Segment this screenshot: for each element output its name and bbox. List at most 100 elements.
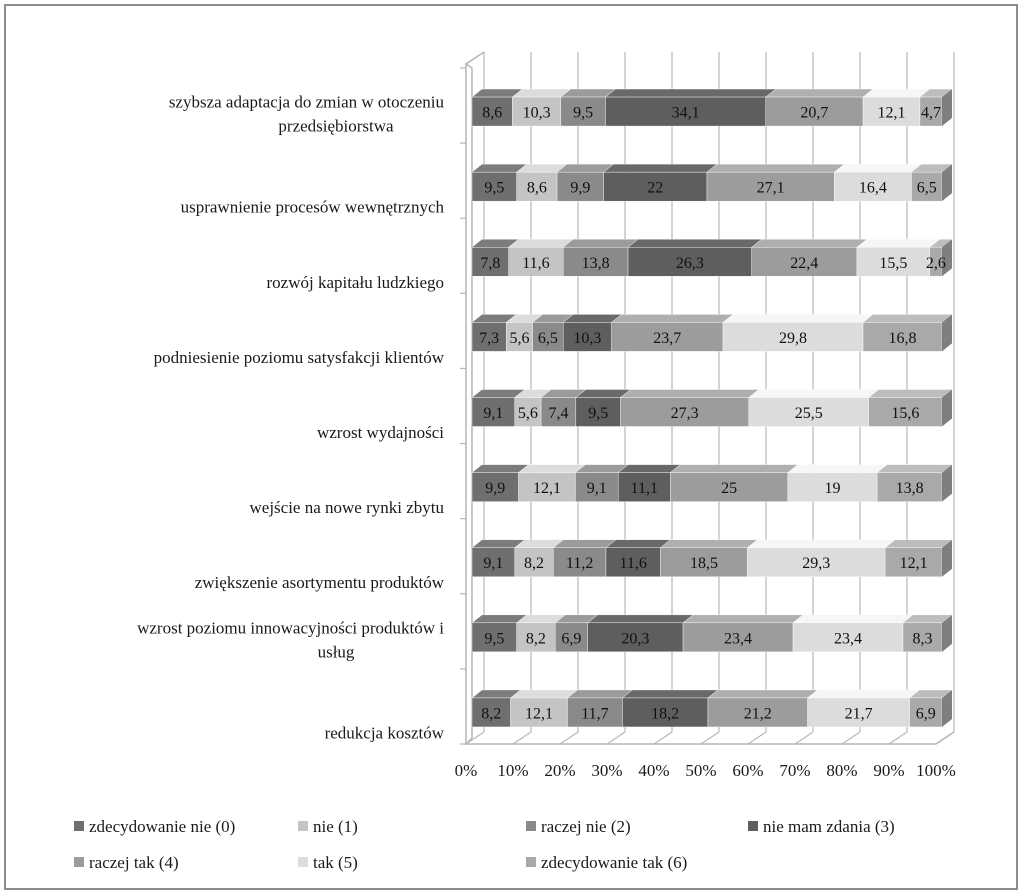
- bar-segment: [471, 689, 522, 728]
- data-label: 6,9: [561, 630, 581, 647]
- bar-segment: [540, 389, 587, 427]
- data-label: 9,5: [573, 105, 593, 122]
- bar-segment: [605, 539, 672, 577]
- bar-segment: [471, 314, 517, 352]
- x-tick-label: 60%: [732, 761, 763, 780]
- legend-swatch: [526, 857, 536, 867]
- data-label: 7,4: [548, 405, 568, 422]
- category-label: wzrost poziomu innowacyjności produktów …: [137, 618, 444, 661]
- bar-segment: [562, 239, 639, 277]
- bar-segment: [562, 314, 623, 352]
- label-layer: 0% 10% 20% 30% 40% 50% 60% 70% 80% 90% 100% 8,6 10,3…: [137, 93, 956, 780]
- bar-segment: [532, 314, 574, 352]
- data-label: 34,1: [672, 105, 700, 122]
- data-label: 23,7: [653, 330, 681, 347]
- legend-label: zdecydowanie tak (6): [541, 853, 687, 872]
- floor-gridline: [559, 731, 579, 745]
- floor-gridline: [465, 731, 485, 745]
- bar-segment: [617, 464, 681, 502]
- data-label: 8,3: [912, 630, 932, 647]
- bar-segment: [807, 689, 921, 728]
- x-tick-label: 0%: [455, 761, 478, 780]
- bar-segment: [862, 88, 931, 127]
- bar-segment: [574, 464, 629, 502]
- bar-segment: [471, 163, 528, 202]
- legend-label: nie (1): [313, 817, 358, 836]
- data-label: 8,2: [524, 555, 544, 572]
- category-label: rozwój kapitału ludzkiego: [266, 273, 444, 292]
- data-label: 12,1: [525, 705, 553, 722]
- data-label: 8,6: [527, 180, 547, 197]
- bar-segment: [611, 314, 734, 352]
- data-label: 12,1: [533, 480, 561, 497]
- data-label: 6,9: [916, 705, 936, 722]
- x-tick-label: 30%: [591, 761, 622, 780]
- bar-segment: [514, 389, 552, 427]
- data-label: 2,6: [926, 255, 946, 272]
- bar-segment: [902, 614, 953, 653]
- data-label: 11,6: [522, 255, 549, 272]
- category-label: szybsza adaptacja do zmian w otoczeniu pr…: [169, 93, 445, 136]
- chart-frame: [4, 4, 1018, 890]
- legend-swatch: [74, 857, 84, 867]
- x-tick-label: 100%: [916, 761, 956, 780]
- bar-segment: [471, 239, 520, 277]
- bar-segment: [604, 88, 777, 127]
- category-label: usprawnienie procesów wewnętrznych: [181, 198, 445, 217]
- data-label: 9,1: [483, 555, 503, 572]
- bar-segment: [929, 239, 953, 277]
- data-label: 16,8: [889, 330, 917, 347]
- bar-segment: [751, 239, 868, 277]
- bar-segment: [471, 88, 523, 127]
- data-label: 26,3: [676, 255, 704, 272]
- data-label: 23,4: [834, 630, 862, 647]
- bar-segment: [516, 163, 568, 202]
- side-wall: [465, 62, 473, 746]
- data-label: 12,1: [877, 105, 905, 122]
- bar-segment: [603, 163, 718, 202]
- bar-segment: [856, 239, 941, 277]
- bar-segment: [746, 539, 896, 577]
- bar-segment: [707, 689, 819, 728]
- legend-swatch: [74, 821, 84, 831]
- legend-swatch: [526, 821, 536, 831]
- data-label: 21,7: [845, 705, 873, 722]
- data-label: 16,4: [859, 180, 887, 197]
- bar-segment: [554, 614, 599, 653]
- bar-layer: [471, 88, 953, 728]
- data-label: 8,6: [482, 105, 502, 122]
- bar-segment: [514, 539, 564, 577]
- bar-segment: [587, 614, 694, 653]
- data-label: 7,3: [479, 330, 499, 347]
- x-tick-label: 20%: [544, 761, 575, 780]
- bar-segment: [787, 464, 888, 502]
- bar-segment: [682, 614, 804, 653]
- data-label: 11,7: [581, 705, 608, 722]
- data-label: 22: [647, 180, 663, 197]
- bar-segment: [884, 539, 953, 577]
- data-label: 9,9: [570, 180, 590, 197]
- x-tick-label: 40%: [638, 761, 669, 780]
- bar-segment: [910, 163, 953, 202]
- bar-segment: [560, 88, 617, 127]
- floor-gridline: [747, 731, 767, 745]
- legend-label: raczej nie (2): [541, 817, 631, 836]
- data-label: 22,4: [790, 255, 818, 272]
- side-wall-top: [465, 51, 485, 65]
- data-label: 20,3: [621, 630, 649, 647]
- bar-segment: [862, 314, 953, 352]
- x-tick-label: 80%: [826, 761, 857, 780]
- category-label: podniesienie poziomu satysfakcji klientó…: [154, 348, 445, 367]
- data-label: 10,3: [523, 105, 551, 122]
- bar-segment: [471, 464, 530, 502]
- data-label: 9,5: [588, 405, 608, 422]
- floor-edge-right: [935, 731, 955, 745]
- bar-segment: [552, 539, 617, 577]
- bar-segment: [868, 389, 953, 427]
- bar-segment: [748, 389, 880, 427]
- data-label: 27,3: [671, 405, 699, 422]
- bar-segment: [505, 314, 544, 352]
- data-label: 9,5: [484, 630, 504, 647]
- floor-gridline: [794, 731, 814, 745]
- legend-swatch: [298, 821, 308, 831]
